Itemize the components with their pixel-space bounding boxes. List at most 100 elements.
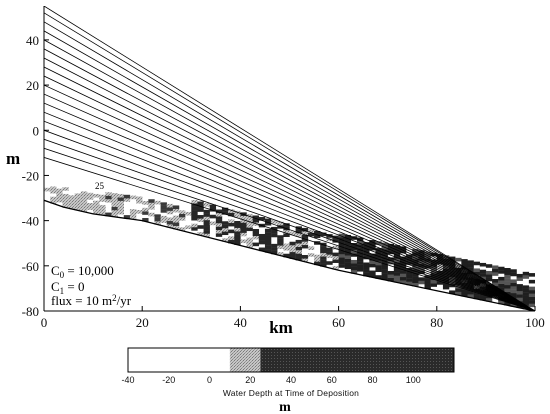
depth-cell (455, 257, 462, 262)
depth-cell (179, 210, 186, 214)
depth-cell (492, 282, 499, 286)
depth-cell (221, 228, 229, 232)
depth-cell (387, 274, 395, 278)
parameter-legend: C0 = 10,000 C1 = 0 flux = 10 m2/yr (51, 263, 132, 308)
depth-cell (381, 276, 388, 281)
depth-cell (406, 274, 413, 279)
depth-cell (86, 202, 94, 207)
depth-cell (166, 217, 174, 222)
depth-cell (264, 232, 272, 236)
depth-cell (473, 292, 480, 296)
depth-cell (387, 247, 395, 251)
depth-cell (203, 230, 210, 234)
depth-cell (203, 226, 210, 231)
depth-cell (320, 252, 327, 257)
depth-cell (461, 259, 468, 263)
depth-cell (320, 246, 327, 250)
depth-cell (215, 212, 223, 217)
depth-cell (357, 268, 364, 272)
depth-cell (498, 287, 505, 291)
depth-cell (326, 247, 333, 252)
depth-cell (148, 212, 155, 217)
depth-cell (209, 214, 217, 219)
depth-cell (277, 252, 284, 256)
depth-cell (221, 207, 229, 212)
depth-cell (449, 290, 456, 295)
depth-cell (449, 259, 456, 264)
depth-cell (375, 268, 382, 273)
depth-cell (172, 215, 180, 220)
depth-cell (117, 204, 124, 208)
depth-cell (252, 235, 260, 240)
depth-cell (93, 204, 100, 208)
depth-cell (436, 281, 444, 285)
depth-cell (449, 256, 456, 261)
colorbar-ticks: -40 -20 0 20 40 60 80 100 (121, 375, 420, 385)
isochron-lines (44, 6, 535, 311)
depth-cell (148, 206, 155, 210)
isochron-line (44, 66, 535, 311)
depth-cell (338, 257, 345, 262)
depth-cell (485, 277, 493, 282)
colorbar-tick-label: -20 (162, 375, 175, 385)
depth-cell (50, 189, 57, 194)
depth-cell (393, 255, 401, 259)
depth-cell (369, 260, 376, 264)
depth-cell (258, 217, 266, 221)
depth-cell (326, 251, 333, 255)
depth-cell (203, 213, 210, 217)
depth-cell (369, 253, 376, 258)
depth-cell (74, 203, 82, 208)
depth-cell (68, 195, 75, 199)
depth-cell (393, 251, 401, 256)
depth-cell (522, 292, 530, 296)
depth-cell (449, 270, 456, 274)
y-tick-label: -80 (22, 304, 39, 319)
depth-cell (56, 198, 63, 203)
depth-cell (442, 268, 450, 273)
depth-cell (455, 281, 462, 286)
depth-cell (314, 254, 321, 259)
depth-cell (283, 223, 290, 227)
depth-cell (68, 205, 75, 210)
depth-cell (418, 253, 425, 258)
depth-cell (485, 274, 493, 278)
depth-cell (246, 217, 253, 221)
depth-cell (504, 268, 511, 272)
depth-cell (191, 203, 198, 207)
depth-cell (142, 218, 149, 222)
depth-cell (62, 187, 69, 191)
depth-cell (277, 221, 284, 226)
depth-cell (252, 215, 260, 220)
depth-cell (111, 199, 118, 204)
depth-cell (203, 209, 210, 214)
depth-cell (246, 237, 253, 242)
depth-cell (399, 249, 407, 254)
depth-cell (399, 256, 407, 261)
x-tick-label: 60 (332, 315, 345, 330)
depth-cell (314, 261, 321, 266)
depth-cell (295, 253, 302, 258)
depth-cell (357, 261, 364, 265)
depth-cell (234, 227, 241, 232)
depth-cell (301, 244, 309, 249)
depth-cell (56, 192, 63, 196)
depth-cell (479, 273, 487, 277)
depth-cell (350, 249, 358, 254)
depth-cell (332, 245, 339, 250)
depth-cell (215, 223, 223, 227)
depth-cell (197, 208, 204, 212)
depth-cell (516, 284, 523, 288)
depth-cell (307, 229, 315, 234)
depth-cell (399, 259, 407, 264)
depth-cell (215, 226, 223, 231)
depth-cell (258, 240, 266, 245)
depth-cell (99, 204, 106, 209)
depth-cell (393, 275, 401, 280)
depth-cell (344, 241, 352, 246)
colorbar-label: Water Depth at Time of Deposition (223, 388, 359, 398)
depth-cell (363, 269, 370, 273)
depth-cell (369, 263, 376, 268)
depth-cell (485, 270, 493, 275)
depth-cell (528, 273, 535, 277)
